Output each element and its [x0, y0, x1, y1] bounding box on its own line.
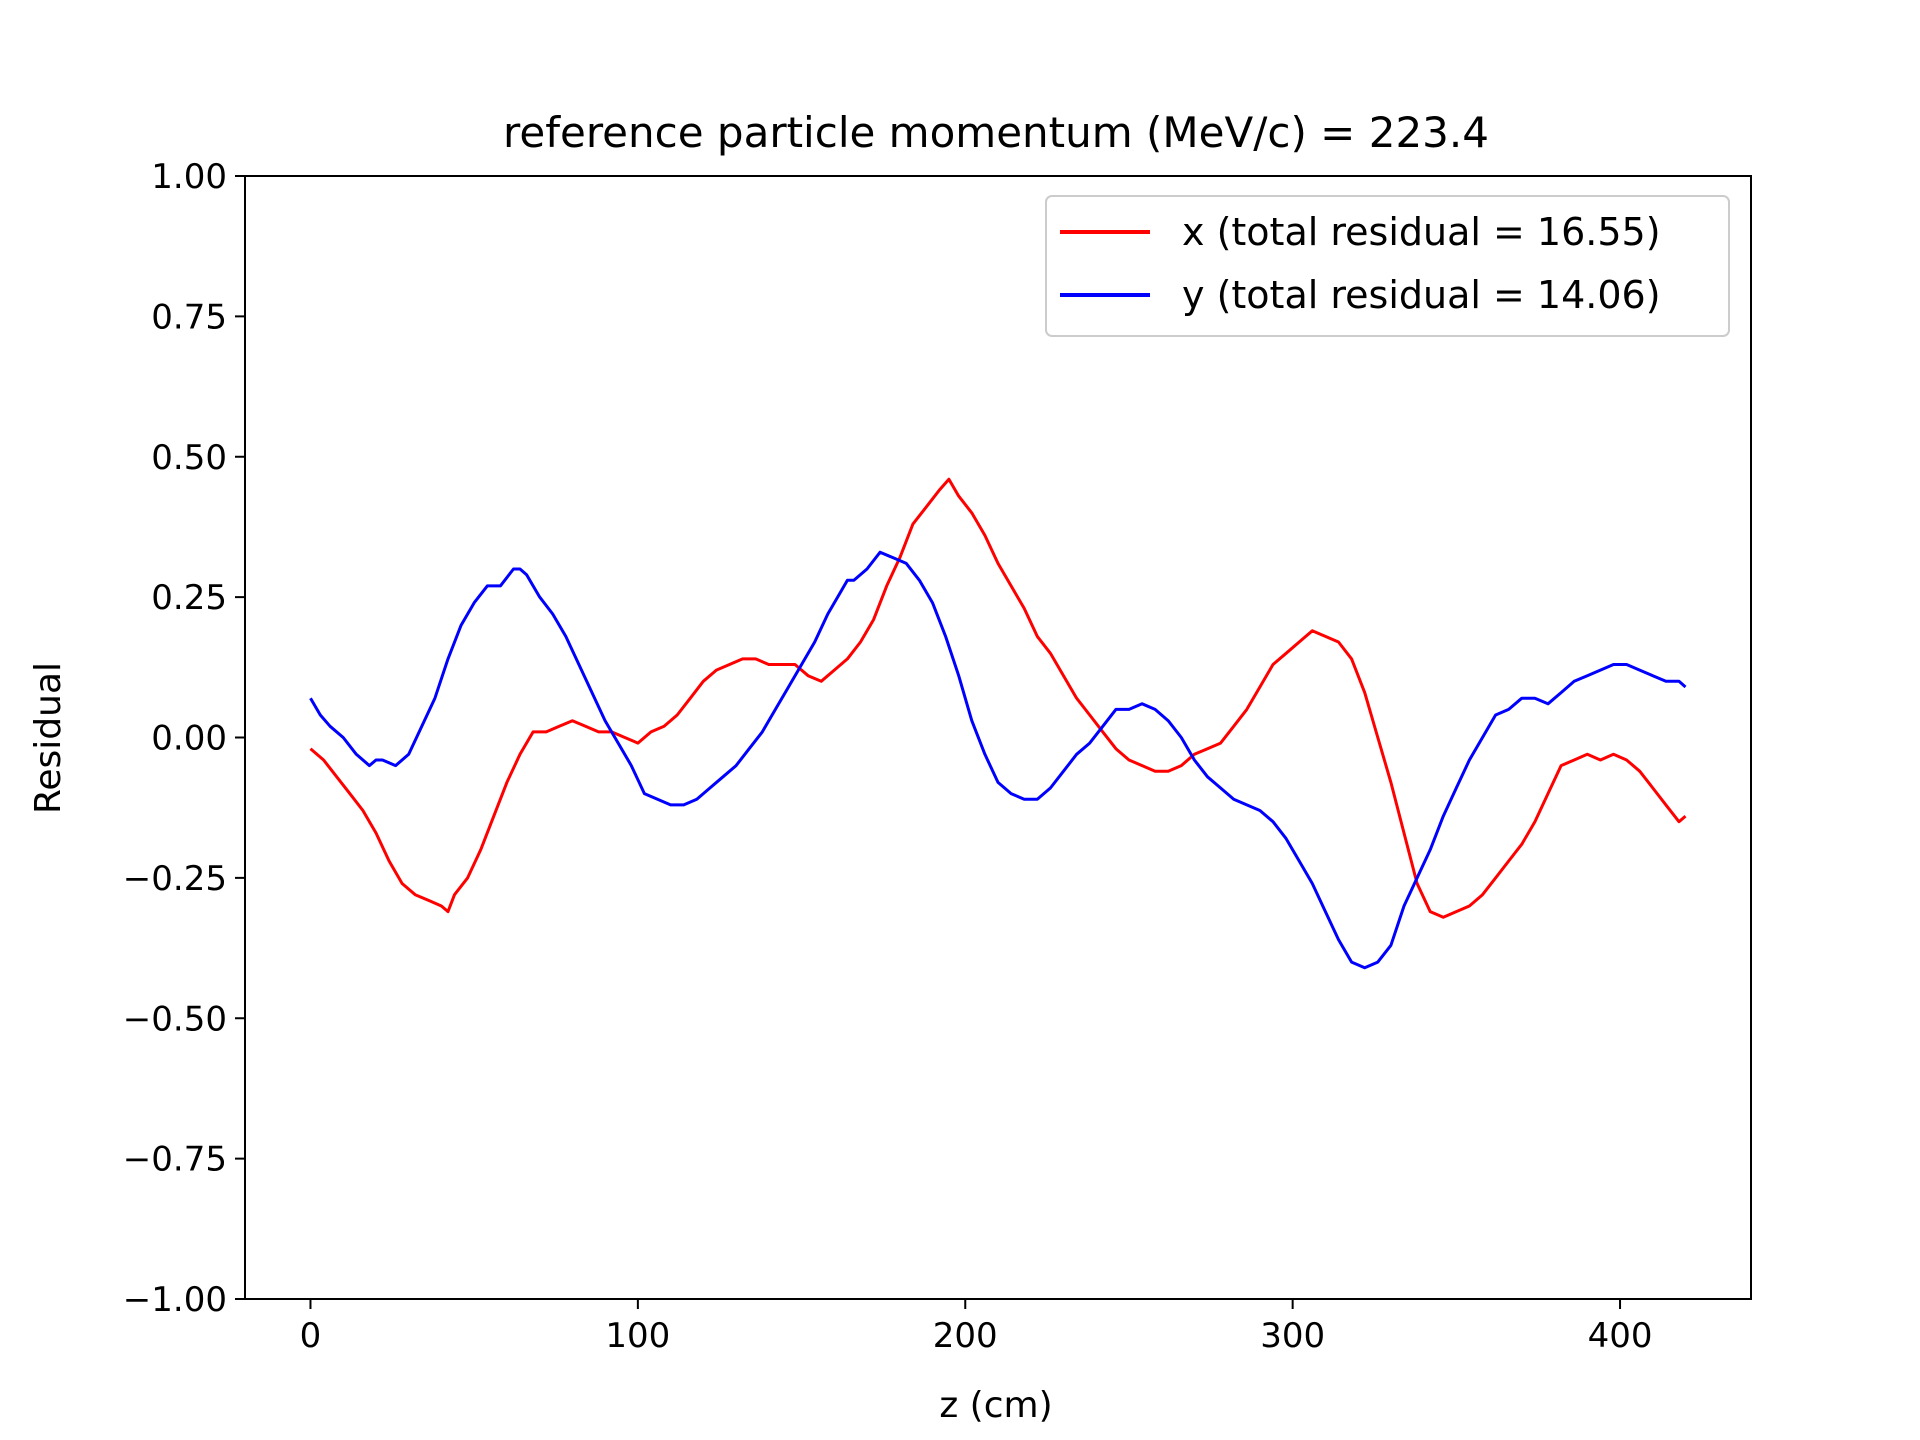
y-tick-label: 1.00	[151, 157, 227, 197]
y-tick-label: −0.50	[123, 999, 227, 1039]
series-line-y	[309, 550, 1687, 970]
x-tick-label: 400	[1588, 1316, 1653, 1356]
x-axis: 0 100 200 300 400	[300, 1299, 1653, 1356]
plot-series	[309, 477, 1687, 970]
x-axis-label: z (cm)	[939, 1385, 1052, 1426]
legend: x (total residual = 16.55) y (total resid…	[1045, 195, 1730, 337]
y-axis-label: Residual	[28, 662, 69, 814]
series-line-x	[309, 477, 1687, 919]
y-tick-label: 0.00	[151, 719, 227, 759]
y-tick-label: 0.50	[151, 438, 227, 478]
x-tick-label: 300	[1260, 1316, 1325, 1356]
y-axis: −1.00 −0.75 −0.50 −0.25 0.00 0.25 0.50 0.75 1.00	[123, 157, 245, 1320]
y-tick-label: −0.75	[123, 1140, 227, 1180]
x-tick-label: 200	[933, 1316, 998, 1356]
y-tick-label: 0.75	[151, 297, 227, 337]
legend-label: y (total residual = 14.06)	[1182, 273, 1661, 317]
x-tick-label: 100	[605, 1316, 670, 1356]
legend-box	[1045, 195, 1730, 337]
y-tick-label: −0.25	[123, 859, 227, 899]
chart-title: reference particle momentum (MeV/c) = 22…	[503, 108, 1489, 157]
y-tick-label: 0.25	[151, 578, 227, 618]
legend-label: x (total residual = 16.55)	[1182, 210, 1661, 254]
x-tick-label: 0	[300, 1316, 322, 1356]
y-tick-label: −1.00	[123, 1280, 227, 1320]
